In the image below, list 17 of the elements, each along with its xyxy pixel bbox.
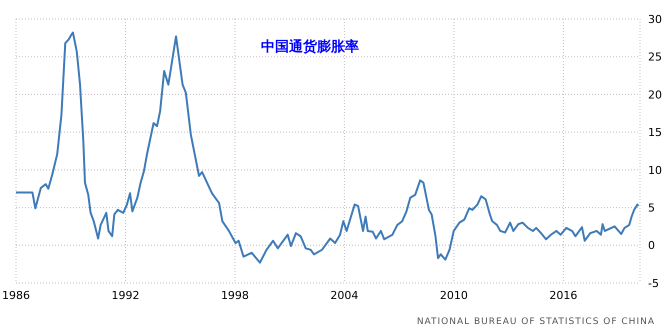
y-tick-label: 5 xyxy=(648,201,655,214)
text: NATIONAL BUREAU OF STATISTICS OF CHINA xyxy=(416,317,655,327)
y-tick-label: 0 xyxy=(648,239,655,252)
y-tick-label: -5 xyxy=(648,276,659,290)
y-tick-label: 15 xyxy=(648,126,662,140)
y-tick-label: 25 xyxy=(648,50,662,64)
line-series xyxy=(16,32,640,264)
x-tick-label: 2010 xyxy=(440,288,468,302)
y-tick-label: 20 xyxy=(648,88,662,102)
y-tick-label: 30 xyxy=(648,12,662,26)
text: 中国通货膨胀率 xyxy=(260,38,360,56)
x-tick-label: 1992 xyxy=(111,288,140,302)
y-tick-label: 10 xyxy=(648,164,662,177)
x-tick-label: 1986 xyxy=(2,288,30,302)
x-tick-label: 2016 xyxy=(549,288,578,302)
x-tick-label: 2004 xyxy=(330,288,358,302)
x-tick-label: 1998 xyxy=(220,288,249,302)
